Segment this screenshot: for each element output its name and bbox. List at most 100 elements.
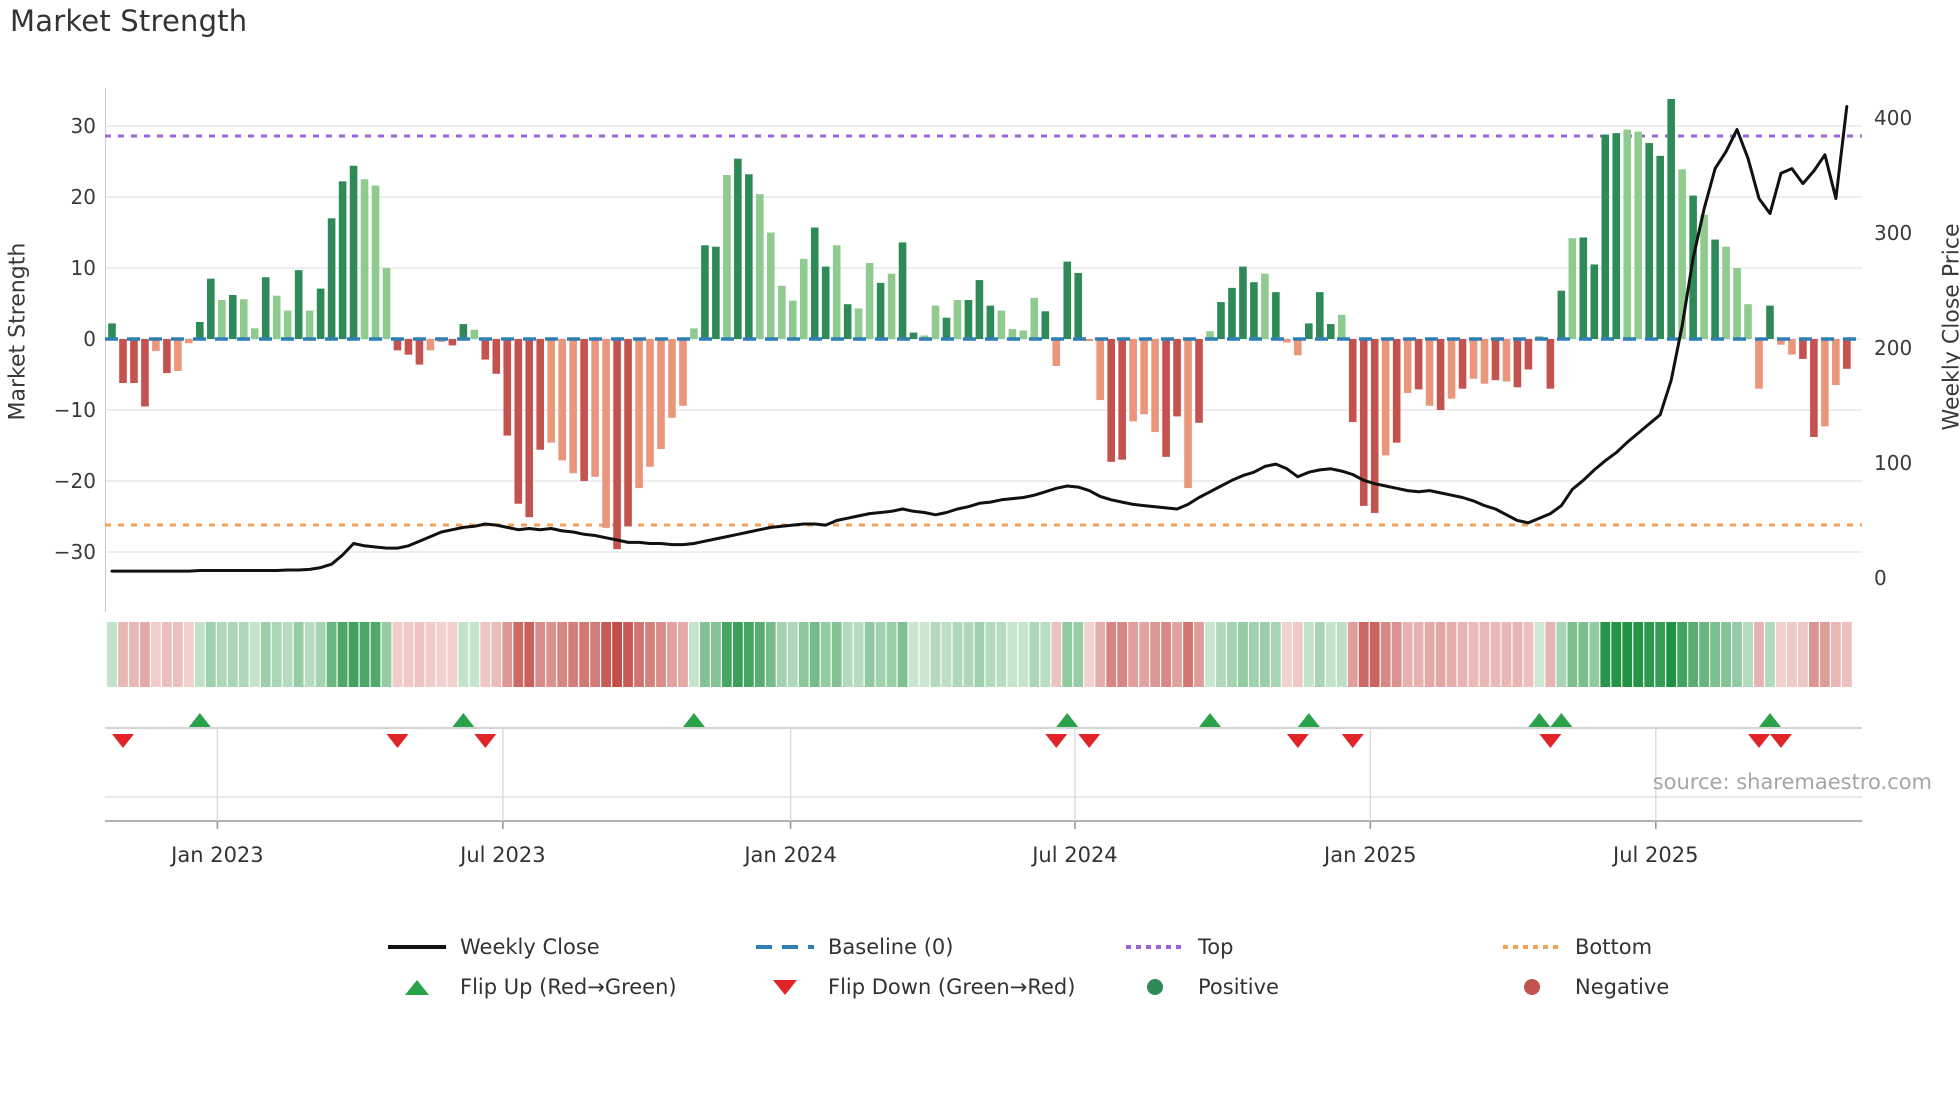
legend-label: Baseline (0) <box>828 935 954 959</box>
strength-bar <box>1656 155 1664 339</box>
page-title: Market Strength <box>10 4 248 38</box>
x-tick-label: Jan 2024 <box>742 843 837 867</box>
heatmap-cell <box>809 622 820 687</box>
strength-bar <box>1337 314 1346 339</box>
strength-bar <box>854 308 863 339</box>
heatmap-cell <box>107 622 117 687</box>
strength-bar <box>1030 297 1039 339</box>
heatmap-cell <box>414 622 425 687</box>
right-tick-label: 0 <box>1874 566 1887 590</box>
flip-up-triangle-icon <box>388 979 446 995</box>
strength-bar <box>239 299 248 339</box>
heatmap-cell <box>172 622 183 687</box>
strength-bar <box>756 194 764 339</box>
strength-bar <box>305 310 314 339</box>
strength-bar <box>1590 264 1599 339</box>
strength-bar <box>898 242 907 339</box>
heatmap-cell <box>952 622 963 687</box>
heatmap-cell <box>293 622 304 687</box>
heatmap-cell <box>1358 622 1369 687</box>
strength-bar <box>316 288 325 339</box>
x-tick-label: Jan 2025 <box>1322 843 1417 867</box>
strength-bar <box>1063 261 1072 339</box>
heatmap-cell <box>162 622 172 687</box>
strength-bar <box>141 339 149 407</box>
strength-bar <box>349 165 358 339</box>
strength-bar <box>1326 324 1335 339</box>
strength-bar <box>1052 339 1061 366</box>
strength-bar <box>1436 339 1445 410</box>
heatmap-cell <box>1435 622 1446 687</box>
flip-down-marker <box>386 734 409 748</box>
heatmap-cell <box>315 622 326 687</box>
heatmap-cell <box>776 622 787 687</box>
legend-item-top: Top <box>1126 932 1233 962</box>
left-tick-label: 0 <box>83 327 96 351</box>
strength-bar <box>1261 273 1269 339</box>
strength-bar <box>1129 339 1137 422</box>
heatmap-cell <box>743 622 754 687</box>
strength-bar <box>382 268 391 339</box>
flip-down-marker <box>1539 734 1562 748</box>
left-tick-label: 20 <box>71 185 96 209</box>
heatmap-cell <box>1523 622 1534 687</box>
flip-down-marker <box>1341 734 1364 748</box>
heatmap-cell <box>1655 622 1666 687</box>
heatmap-cell <box>1139 622 1150 687</box>
strength-bar <box>1206 331 1214 339</box>
heatmap-cell <box>1336 622 1347 687</box>
heatmap-cell <box>1347 622 1358 687</box>
strength-bar <box>799 258 808 339</box>
heatmap-cell <box>1040 622 1051 687</box>
heatmap-cell <box>1150 622 1160 687</box>
heatmap-cell <box>1677 622 1688 687</box>
heatmap-cell <box>1512 622 1523 687</box>
heatmap-cell <box>392 622 403 687</box>
heatmap-cell <box>1292 622 1303 687</box>
strength-bar <box>1173 339 1181 417</box>
strength-bar <box>701 245 709 339</box>
heatmap-cell <box>754 622 765 687</box>
heatmap-cell <box>1556 622 1567 687</box>
strength-bar <box>909 332 918 339</box>
legend-item-flip-down: Flip Down (Green→Red) <box>756 972 1075 1002</box>
strength-bar <box>1777 339 1785 345</box>
heatmap-cell <box>183 622 194 687</box>
strength-bar <box>393 339 402 351</box>
heatmap-cell <box>1688 622 1699 687</box>
left-tick-label: 10 <box>71 256 96 280</box>
heatmap-cell <box>546 622 557 687</box>
heatmap-cell <box>886 622 897 687</box>
strength-bar <box>1744 304 1752 339</box>
flip-up-marker <box>188 713 211 727</box>
weekly-close-line-icon <box>388 945 446 949</box>
strength-bar <box>1667 99 1675 340</box>
heatmap-cell <box>1534 622 1545 687</box>
strength-bar <box>459 324 468 339</box>
heatmap-cell <box>1490 622 1501 687</box>
flip-down-marker <box>474 734 497 748</box>
heatmap-cell <box>129 622 139 687</box>
heatmap-cell <box>1743 622 1753 687</box>
strength-bar <box>1348 339 1357 423</box>
flip-down-marker <box>1748 734 1770 748</box>
strength-bar <box>108 323 116 339</box>
legend-label: Bottom <box>1575 935 1653 959</box>
strength-bar <box>1645 143 1653 339</box>
heatmap-cell <box>1314 622 1325 687</box>
legend-label: Weekly Close <box>460 935 600 959</box>
strength-bar <box>1283 339 1291 343</box>
heatmap-cell <box>216 622 227 687</box>
strength-bar <box>723 174 731 339</box>
strength-bar <box>1414 339 1423 390</box>
heatmap-cell <box>1611 622 1622 687</box>
strength-bar <box>1381 339 1390 456</box>
strength-bar <box>1568 238 1577 339</box>
heatmap-cell <box>337 622 348 687</box>
heatmap-cell <box>1567 622 1578 687</box>
strength-bar <box>876 282 885 339</box>
strength-bar <box>777 285 786 339</box>
strength-bar <box>1041 311 1050 339</box>
strength-bar <box>174 339 182 371</box>
strength-bar <box>1755 339 1763 389</box>
